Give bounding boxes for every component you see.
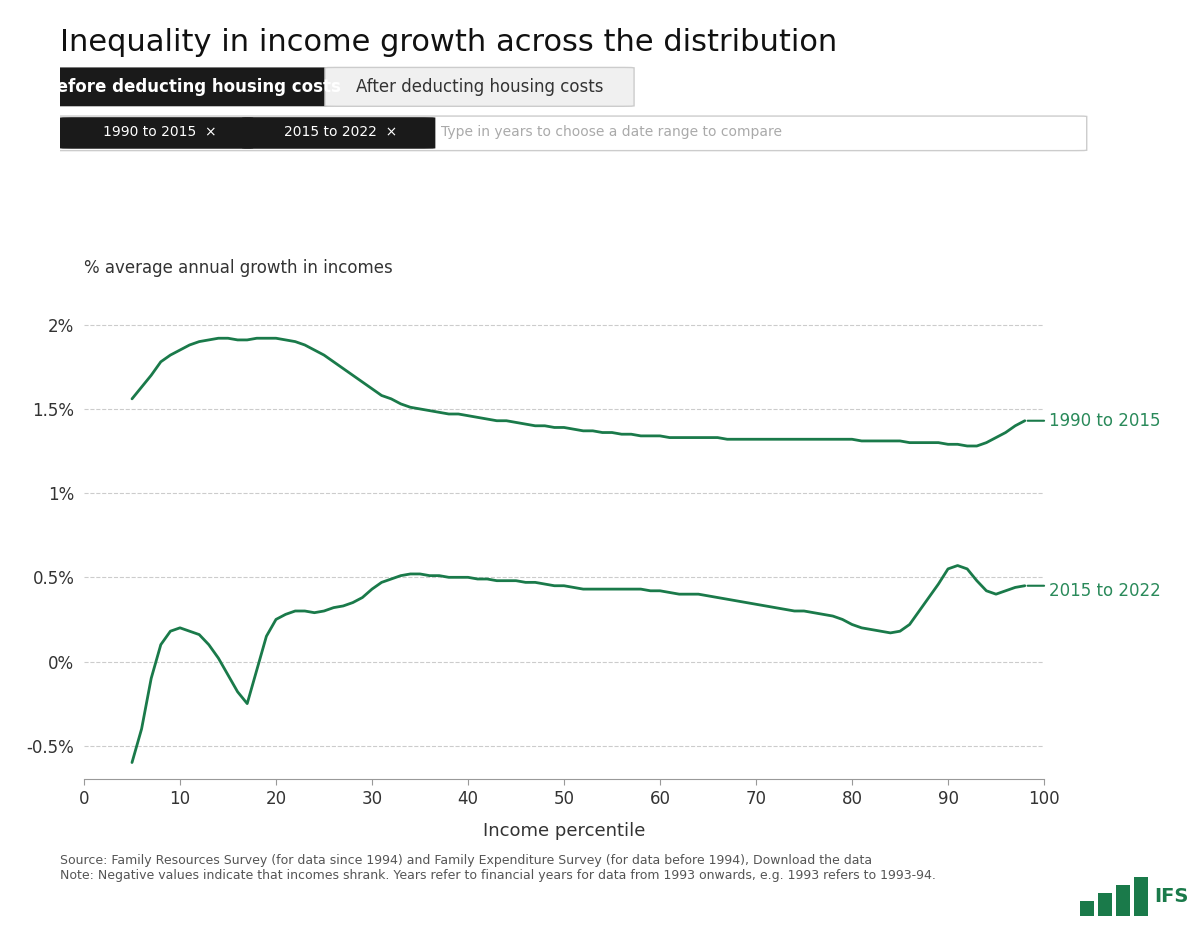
- Bar: [1116, 885, 1130, 916]
- Text: 2015 to 2022  ×: 2015 to 2022 ×: [283, 125, 397, 139]
- FancyBboxPatch shape: [325, 68, 634, 106]
- Text: After deducting housing costs: After deducting housing costs: [355, 78, 604, 96]
- Text: 2015 to 2022: 2015 to 2022: [1049, 582, 1160, 600]
- Text: Type in years to choose a date range to compare: Type in years to choose a date range to …: [440, 125, 782, 139]
- Text: Source: Family Resources Survey (for data since 1994) and Family Expenditure Sur: Source: Family Resources Survey (for dat…: [60, 854, 936, 883]
- Text: 1990 to 2015: 1990 to 2015: [1049, 411, 1160, 430]
- Text: 1990 to 2015  ×: 1990 to 2015 ×: [102, 125, 216, 139]
- Bar: [1098, 893, 1112, 916]
- Bar: [1134, 877, 1148, 916]
- FancyBboxPatch shape: [49, 116, 1087, 150]
- FancyBboxPatch shape: [49, 68, 336, 106]
- Text: Inequality in income growth across the distribution: Inequality in income growth across the d…: [60, 28, 838, 57]
- X-axis label: Income percentile: Income percentile: [482, 822, 646, 839]
- Text: % average annual growth in incomes: % average annual growth in incomes: [84, 259, 392, 277]
- FancyBboxPatch shape: [60, 117, 253, 148]
- Text: Before deducting housing costs: Before deducting housing costs: [44, 78, 341, 96]
- FancyBboxPatch shape: [242, 117, 436, 148]
- Bar: [1080, 901, 1094, 916]
- Text: IFS: IFS: [1154, 887, 1189, 906]
